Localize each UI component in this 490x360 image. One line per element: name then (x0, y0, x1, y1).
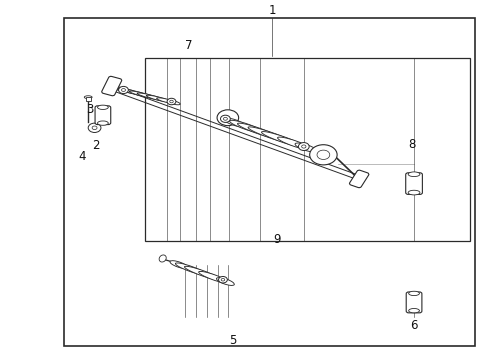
Ellipse shape (409, 309, 419, 313)
FancyBboxPatch shape (102, 76, 122, 96)
Text: 6: 6 (410, 319, 418, 332)
Ellipse shape (223, 118, 245, 127)
Ellipse shape (185, 266, 220, 280)
Ellipse shape (118, 88, 137, 94)
Circle shape (310, 145, 337, 165)
Circle shape (119, 86, 128, 94)
Circle shape (220, 115, 230, 122)
Text: 5: 5 (229, 334, 237, 347)
Ellipse shape (198, 271, 229, 283)
Circle shape (298, 143, 309, 150)
Ellipse shape (248, 127, 293, 143)
Ellipse shape (159, 255, 166, 262)
Circle shape (122, 89, 125, 91)
Ellipse shape (277, 137, 311, 150)
Text: 3: 3 (86, 103, 94, 116)
Circle shape (170, 100, 173, 103)
Text: 2: 2 (92, 139, 99, 152)
Ellipse shape (238, 123, 279, 139)
Ellipse shape (84, 96, 92, 99)
Circle shape (223, 117, 227, 120)
Ellipse shape (147, 95, 171, 102)
Text: 8: 8 (408, 138, 416, 150)
Ellipse shape (262, 131, 303, 147)
FancyBboxPatch shape (349, 170, 369, 188)
Text: 1: 1 (268, 4, 276, 17)
Ellipse shape (137, 93, 165, 100)
Circle shape (217, 110, 239, 126)
Circle shape (88, 123, 101, 132)
Ellipse shape (408, 190, 420, 195)
Circle shape (92, 126, 97, 130)
Ellipse shape (170, 261, 188, 269)
Text: 7: 7 (185, 39, 193, 51)
Ellipse shape (409, 291, 419, 296)
Circle shape (167, 98, 176, 105)
Text: 9: 9 (273, 233, 281, 246)
FancyBboxPatch shape (95, 106, 111, 125)
Bar (145, 58, 470, 241)
Bar (86, 97, 91, 101)
Ellipse shape (168, 100, 180, 105)
Ellipse shape (175, 263, 206, 275)
Circle shape (221, 278, 225, 281)
Ellipse shape (217, 278, 234, 285)
FancyBboxPatch shape (406, 292, 422, 313)
Ellipse shape (129, 91, 157, 99)
Ellipse shape (157, 98, 176, 103)
Ellipse shape (295, 143, 318, 152)
Circle shape (302, 145, 306, 148)
Bar (64, 18, 475, 346)
Ellipse shape (408, 172, 420, 177)
Circle shape (317, 150, 330, 159)
Ellipse shape (114, 87, 126, 91)
Circle shape (219, 276, 227, 283)
Text: 4: 4 (78, 150, 86, 163)
Ellipse shape (98, 121, 108, 125)
FancyBboxPatch shape (406, 173, 422, 194)
Ellipse shape (98, 105, 108, 109)
Ellipse shape (123, 89, 147, 96)
Ellipse shape (229, 120, 263, 133)
